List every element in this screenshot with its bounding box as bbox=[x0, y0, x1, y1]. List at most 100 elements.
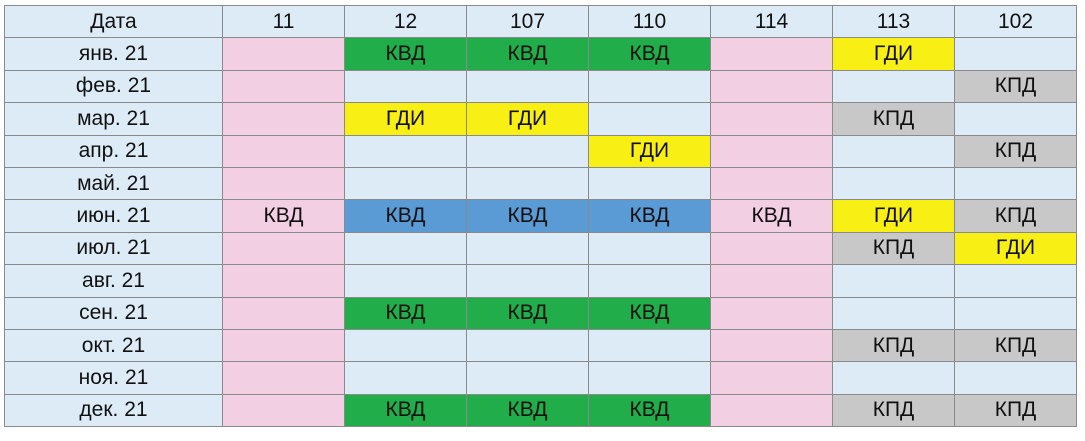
header-column-114: 114 bbox=[710, 4, 833, 39]
table-cell bbox=[832, 361, 955, 395]
table-cell bbox=[344, 134, 467, 168]
table-cell: ГДИ bbox=[832, 199, 955, 233]
header-column-110: 110 bbox=[588, 4, 711, 39]
table-cell bbox=[710, 264, 833, 298]
table-cell bbox=[344, 231, 467, 266]
schedule-table: Дата 11 12 107 110 114 113 102 янв. 21 КВ… bbox=[4, 4, 1077, 428]
table-cell bbox=[710, 69, 833, 104]
table-cell: КВД bbox=[588, 199, 711, 233]
table-cell: КПД bbox=[832, 393, 955, 428]
row-date: май. 21 bbox=[4, 166, 223, 201]
table-cell bbox=[344, 264, 467, 298]
row-date: дек. 21 bbox=[4, 393, 223, 428]
row-date: ноя. 21 bbox=[4, 361, 223, 395]
table-row: дек. 21 КВД КВД КВД КПД КПД bbox=[4, 393, 1077, 428]
row-date: сен. 21 bbox=[4, 296, 223, 330]
table-cell bbox=[710, 102, 833, 136]
header-column-11: 11 bbox=[222, 4, 345, 39]
table-cell bbox=[466, 231, 589, 266]
table-cell: КПД bbox=[954, 393, 1077, 428]
table-cell bbox=[344, 328, 467, 363]
table-cell bbox=[222, 393, 345, 428]
table-cell bbox=[466, 69, 589, 104]
table-body: янв. 21 КВД КВД КВД ГДИ фев. 21 КПД мар. 21 ГДИ Г… bbox=[4, 37, 1077, 428]
table-cell bbox=[222, 134, 345, 168]
table-cell bbox=[710, 393, 833, 428]
header-column-107: 107 bbox=[466, 4, 589, 39]
table-cell bbox=[832, 296, 955, 330]
table-cell bbox=[222, 264, 345, 298]
table-cell bbox=[832, 134, 955, 168]
table-cell: КВД bbox=[466, 37, 589, 71]
table-cell bbox=[588, 102, 711, 136]
table-cell bbox=[954, 102, 1077, 136]
table-cell bbox=[588, 361, 711, 395]
table-row: фев. 21 КПД bbox=[4, 69, 1077, 104]
table-cell bbox=[222, 328, 345, 363]
row-date: окт. 21 bbox=[4, 328, 223, 363]
table-cell bbox=[588, 166, 711, 201]
table-cell: КПД bbox=[832, 231, 955, 266]
table-cell bbox=[710, 231, 833, 266]
header-row: Дата 11 12 107 110 114 113 102 bbox=[4, 4, 1077, 39]
table-row: июл. 21 КПД ГДИ bbox=[4, 231, 1077, 266]
table-cell: КПД bbox=[954, 199, 1077, 233]
table-row: апр. 21 ГДИ КПД bbox=[4, 134, 1077, 168]
table-cell: КПД bbox=[832, 328, 955, 363]
table-cell bbox=[344, 361, 467, 395]
table-cell bbox=[710, 328, 833, 363]
table-cell: ГДИ bbox=[832, 37, 955, 71]
table-cell bbox=[954, 361, 1077, 395]
table-cell bbox=[466, 134, 589, 168]
table-cell bbox=[954, 264, 1077, 298]
row-date: янв. 21 bbox=[4, 37, 223, 71]
table-cell bbox=[588, 231, 711, 266]
table-row: ноя. 21 bbox=[4, 361, 1077, 395]
table-cell: КВД bbox=[588, 37, 711, 71]
table-cell: КВД bbox=[344, 37, 467, 71]
table-cell: КВД bbox=[466, 393, 589, 428]
table-cell: КПД bbox=[954, 328, 1077, 363]
table-cell bbox=[222, 361, 345, 395]
table-cell bbox=[710, 166, 833, 201]
header-date: Дата bbox=[4, 4, 223, 39]
table-cell bbox=[832, 69, 955, 104]
table-row: мар. 21 ГДИ ГДИ КПД bbox=[4, 102, 1077, 136]
table-cell bbox=[222, 231, 345, 266]
table-cell: КВД bbox=[588, 296, 711, 330]
table-cell: КПД bbox=[954, 69, 1077, 104]
table-cell bbox=[344, 69, 467, 104]
table-cell: ГДИ bbox=[588, 134, 711, 168]
table-cell bbox=[222, 296, 345, 330]
table-row: сен. 21 КВД КВД КВД bbox=[4, 296, 1077, 330]
table-cell: КВД bbox=[344, 393, 467, 428]
table-cell bbox=[954, 296, 1077, 330]
table-cell: ГДИ bbox=[466, 102, 589, 136]
table-cell: КВД bbox=[466, 296, 589, 330]
row-date: мар. 21 bbox=[4, 102, 223, 136]
table-cell: КПД bbox=[954, 134, 1077, 168]
table-cell bbox=[466, 361, 589, 395]
table-cell: КВД bbox=[344, 296, 467, 330]
table-row: июн. 21 КВД КВД КВД КВД КВД ГДИ КПД bbox=[4, 199, 1077, 233]
table-cell bbox=[466, 328, 589, 363]
table-cell: КВД bbox=[588, 393, 711, 428]
row-date: июл. 21 bbox=[4, 231, 223, 266]
table-cell bbox=[222, 37, 345, 71]
table-cell: КВД bbox=[466, 199, 589, 233]
header-column-12: 12 bbox=[344, 4, 467, 39]
table-cell bbox=[222, 102, 345, 136]
row-date: фев. 21 bbox=[4, 69, 223, 104]
table-row: янв. 21 КВД КВД КВД ГДИ bbox=[4, 37, 1077, 71]
table-row: авг. 21 bbox=[4, 264, 1077, 298]
table-cell: КВД bbox=[344, 199, 467, 233]
table-cell bbox=[588, 69, 711, 104]
table-cell bbox=[954, 37, 1077, 71]
table-row: окт. 21 КПД КПД bbox=[4, 328, 1077, 363]
table-cell: КВД bbox=[710, 199, 833, 233]
table-cell bbox=[832, 166, 955, 201]
row-date: июн. 21 bbox=[4, 199, 223, 233]
table-cell bbox=[710, 361, 833, 395]
table-cell: ГДИ bbox=[954, 231, 1077, 266]
table-cell bbox=[588, 264, 711, 298]
